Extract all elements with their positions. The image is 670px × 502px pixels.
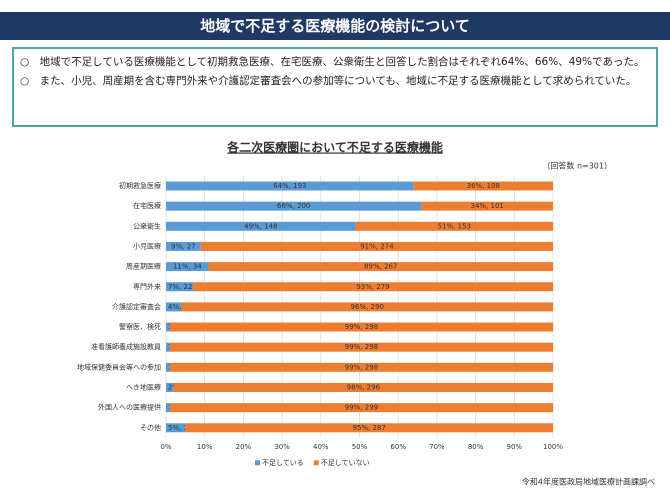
data-label: 98%, 296 <box>347 384 381 392</box>
data-label: 51%, 153 <box>438 222 471 230</box>
bar-segment <box>169 322 553 332</box>
y-tick-label: 准看護師養成施設教員 <box>91 342 161 351</box>
slide-title: 地域で不足する医療機能の検討について <box>0 12 670 40</box>
bar-segment <box>173 383 554 392</box>
y-tick-label: 専門外来 <box>133 282 161 291</box>
y-tick-label: 初期救急医療 <box>119 181 161 190</box>
bar-segment <box>413 181 553 191</box>
bar-segment <box>166 322 170 332</box>
note: ○ また、小児、周産期を含む専門外来や介護認定審査会への参加等についても、地域に… <box>20 75 637 87</box>
bar-segment <box>200 241 553 251</box>
x-tick-label: 70% <box>429 443 445 451</box>
bar-segment <box>166 302 182 312</box>
data-label: 91%, 274 <box>360 242 394 250</box>
bar-segment <box>166 383 174 392</box>
y-tick-label: 警察医、検死 <box>119 322 161 331</box>
bar-segment <box>169 342 553 352</box>
chart-title: 各二次医療圏において不足する医療機能 <box>226 140 443 155</box>
x-tick-label: 80% <box>468 443 484 451</box>
bar-segment <box>166 201 422 211</box>
bar-segment <box>193 282 553 292</box>
data-label: 99%, 299 <box>345 404 378 412</box>
data-label: 64%, 193 <box>273 182 306 190</box>
legend-label: 不足している <box>262 459 304 467</box>
bar-segment <box>166 181 414 191</box>
bar-segment <box>181 302 554 312</box>
data-label: 9%, 27 <box>171 242 195 250</box>
x-tick-label: 30% <box>274 443 290 451</box>
bar-segment <box>166 221 356 231</box>
y-tick-label: 地域保健委員会等への参加 <box>77 362 161 371</box>
y-tick-label: 外国人への医療提供 <box>98 403 161 412</box>
y-tick-label: 在宅医療 <box>133 201 161 210</box>
y-tick-label: 小児医療 <box>133 241 161 250</box>
x-tick-label: 20% <box>236 443 252 451</box>
x-tick-label: 40% <box>313 443 329 451</box>
x-tick-label: 10% <box>197 443 213 451</box>
bar-segment <box>166 241 201 251</box>
data-label: 66%, 200 <box>277 202 310 210</box>
x-tick-label: 0% <box>160 443 171 451</box>
notes-box: ○ 地域で不足している医療機能として初期救急医療、在宅医療、公衆衛生と回答した割… <box>12 47 658 127</box>
y-tick-label: 公衆衛生 <box>133 221 161 230</box>
data-label: 95%, 287 <box>352 424 385 432</box>
bar-segment <box>421 201 553 211</box>
data-label: 99%, 298 <box>345 363 378 371</box>
bar-segment <box>185 423 553 433</box>
data-label: 49%, 148 <box>244 222 277 230</box>
bar-segment <box>169 362 553 372</box>
note: ○ 地域で不足している医療機能として初期救急医療、在宅医療、公衆衛生と回答した割… <box>20 56 645 68</box>
y-tick-label: へき地医療 <box>126 383 161 392</box>
bar-segment <box>166 342 170 352</box>
bar-segment <box>355 221 553 231</box>
legend-swatch <box>313 460 319 466</box>
data-label: 93%, 279 <box>356 283 389 291</box>
bar-segment <box>169 403 553 413</box>
x-tick-label: 100% <box>543 443 563 451</box>
y-tick-label: 周産期医療 <box>126 262 161 271</box>
bar-segment <box>166 362 170 372</box>
y-tick-label: その他 <box>140 423 161 432</box>
x-tick-label: 90% <box>507 443 523 451</box>
data-label: 4%, 11 <box>168 303 192 311</box>
data-label: 5%, 14 <box>168 424 193 432</box>
bar-segment <box>166 403 170 413</box>
data-label: 36%, 108 <box>467 182 500 190</box>
source: 令和4年度医政局地域医療計画課調べ <box>522 477 655 487</box>
data-label: 89%, 267 <box>364 263 397 271</box>
data-label: 11%, 34 <box>173 263 202 271</box>
bar-segment <box>166 282 194 292</box>
legend-swatch <box>255 460 260 466</box>
data-label: 34%, 101 <box>471 202 504 210</box>
y-tick-label: 介護認定審査会 <box>112 302 161 311</box>
data-label: 99%, 298 <box>345 323 378 331</box>
data-label: 7%, 22 <box>168 283 192 291</box>
bar-segment <box>208 262 553 272</box>
chart-subtitle: （回答数 n=301） <box>542 161 612 171</box>
bar-segment <box>166 423 186 433</box>
x-tick-label: 50% <box>352 443 368 451</box>
bar-segment <box>166 262 209 272</box>
x-tick-label: 60% <box>390 443 406 451</box>
data-label: 99%, 298 <box>345 343 378 351</box>
legend-label: 不足していない <box>321 459 370 467</box>
data-label: 96%, 290 <box>351 303 384 311</box>
